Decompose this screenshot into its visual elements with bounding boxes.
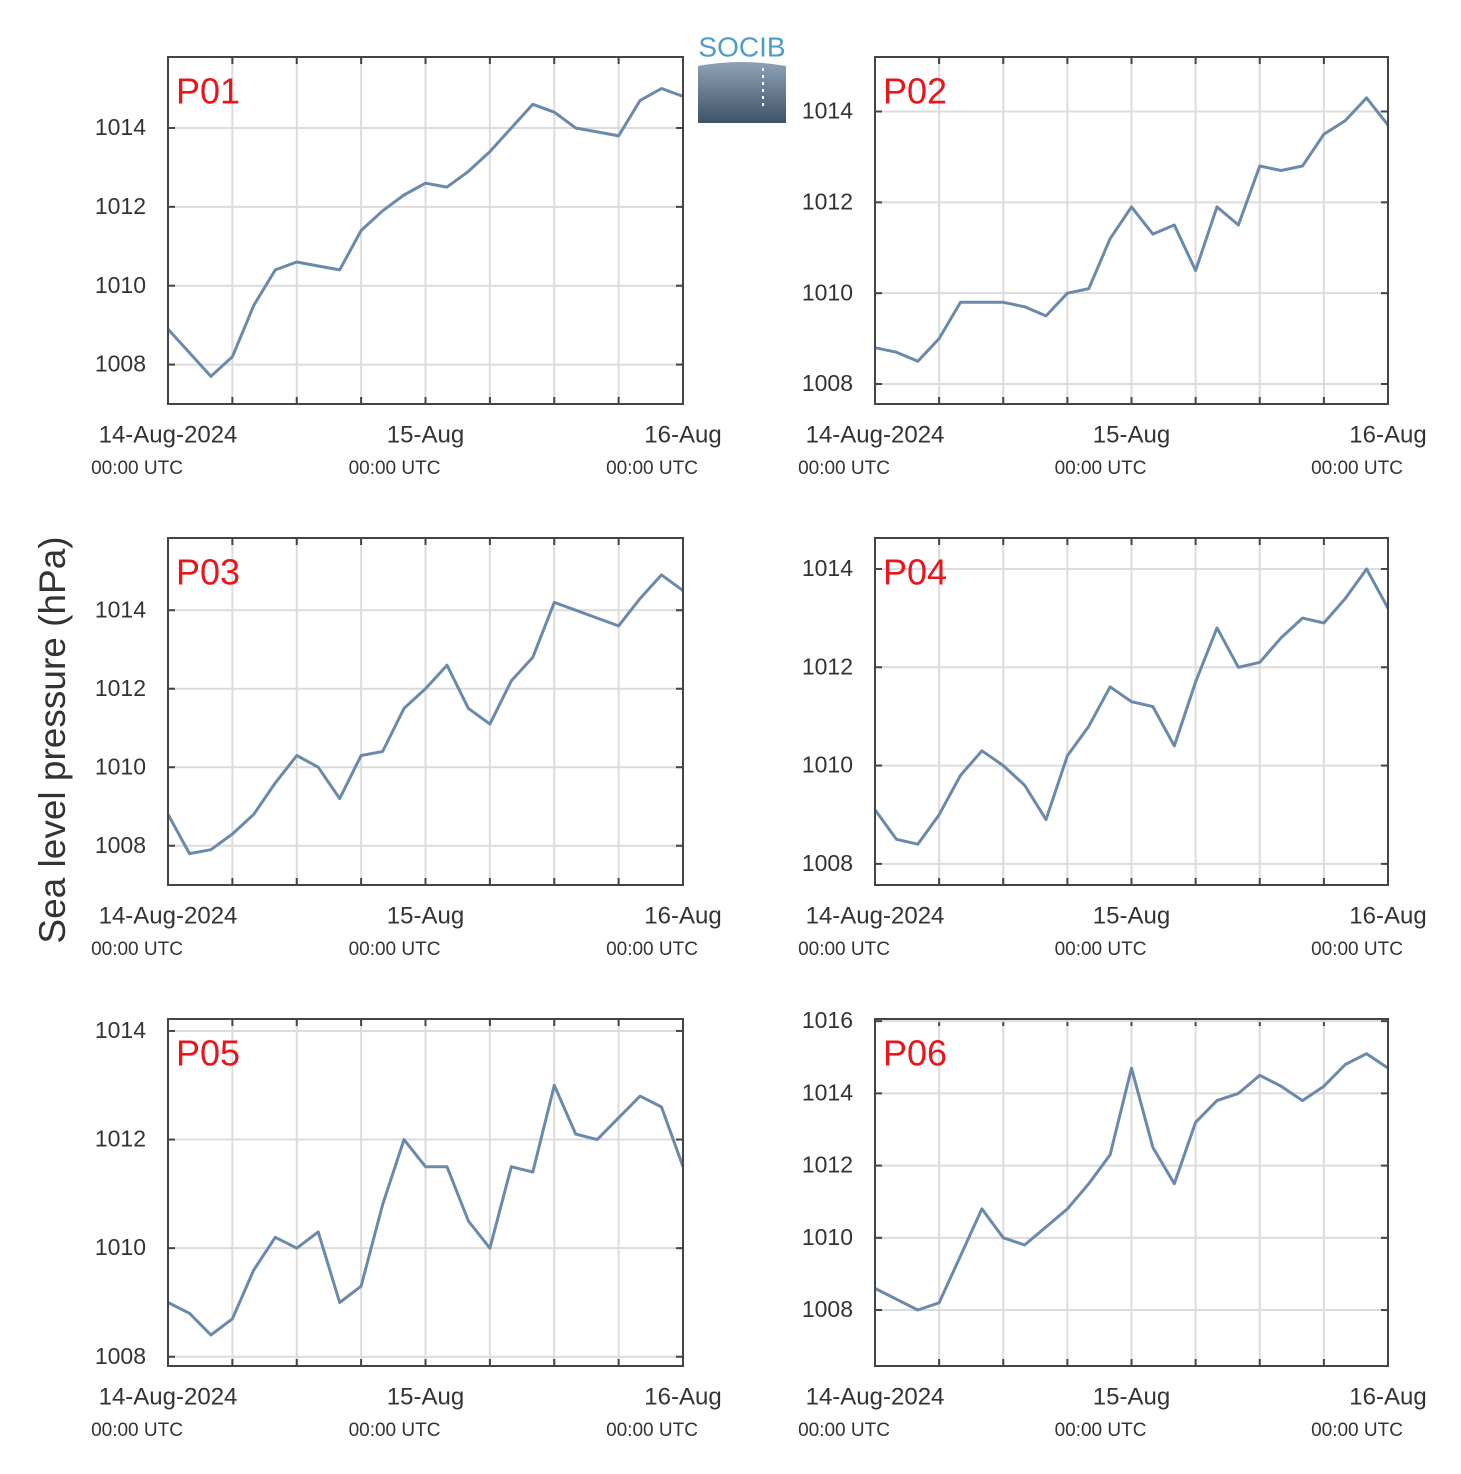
data-line — [167, 1083, 685, 1337]
subplot: 1008 1010 1012 1014 14-Aug-2024 00:00 UTC 15-A… — [91, 56, 722, 479]
x-tick-sublabel: 00:00 UTC — [1055, 458, 1147, 479]
x-tick-label: 15-Aug — [387, 421, 464, 448]
x-tick-sublabel: 00:00 UTC — [349, 939, 441, 960]
plot-frame — [874, 1018, 1389, 1367]
y-tick-label: 1014 — [95, 114, 146, 140]
x-tick-sublabel: 00:00 UTC — [606, 458, 698, 479]
x-tick-label: 16-Aug — [644, 1383, 721, 1410]
y-tick-label: 1014 — [95, 1017, 146, 1043]
x-tick-label: 15-Aug — [387, 1383, 464, 1410]
subplot-title: P04 — [883, 552, 947, 593]
y-tick-label: 1010 — [95, 272, 146, 298]
data-line — [873, 567, 1390, 846]
plot-frame — [167, 537, 684, 886]
x-tick-label: 16-Aug — [644, 421, 721, 448]
y-tick-label: 1010 — [95, 1234, 146, 1260]
y-tick-label: 1012 — [95, 193, 146, 219]
subplot-title: P01 — [176, 71, 240, 112]
x-tick-sublabel: 00:00 UTC — [606, 939, 698, 960]
x-tick-label: 14-Aug-2024 — [806, 902, 945, 929]
y-tick-label: 1012 — [802, 653, 853, 679]
x-tick-label: 14-Aug-2024 — [99, 421, 238, 448]
data-line — [166, 573, 684, 856]
y-tick-label: 1014 — [802, 555, 853, 581]
data-line — [874, 1052, 1389, 1312]
x-tick-sublabel: 00:00 UTC — [349, 1420, 441, 1441]
x-tick-sublabel: 00:00 UTC — [798, 939, 890, 960]
subplot: 1008 1010 1012 1014 14-Aug-2024 00:00 UTC 15-A… — [798, 537, 1427, 960]
y-tick-label: 1012 — [802, 188, 853, 214]
subplot: 1008 1010 1012 1014 14-Aug-2024 00:00 UTC 15-A… — [798, 56, 1427, 479]
x-tick-label: 15-Aug — [1093, 902, 1170, 929]
subplot: 1008 1010 1012 1014 14-Aug-2024 00:00 UTC 15-A… — [91, 537, 722, 960]
y-tick-label: 1008 — [95, 351, 146, 377]
subplot-title: P05 — [176, 1033, 240, 1074]
logo: SOCIB — [698, 31, 786, 123]
subplot-title: P06 — [883, 1033, 947, 1074]
x-tick-sublabel: 00:00 UTC — [91, 939, 183, 960]
y-tick-label: 1016 — [802, 1007, 853, 1033]
plot-frame — [874, 537, 1389, 886]
subplot-title: P03 — [176, 552, 240, 593]
subplot: 1008 1010 1012 1014 1016 14-Aug-2024 00:00 UTC… — [798, 1007, 1427, 1441]
x-tick-label: 14-Aug-2024 — [99, 902, 238, 929]
x-tick-sublabel: 00:00 UTC — [91, 458, 183, 479]
y-tick-label: 1014 — [95, 596, 146, 622]
x-tick-label: 16-Aug — [1349, 902, 1426, 929]
x-tick-sublabel: 00:00 UTC — [1311, 458, 1403, 479]
y-tick-label: 1012 — [95, 675, 146, 701]
x-tick-sublabel: 00:00 UTC — [1055, 1420, 1147, 1441]
y-tick-label: 1014 — [802, 98, 853, 124]
plot-frame — [167, 1018, 684, 1367]
y-tick-label: 1010 — [802, 279, 853, 305]
y-tick-label: 1010 — [802, 752, 853, 778]
x-tick-label: 14-Aug-2024 — [806, 421, 945, 448]
x-tick-sublabel: 00:00 UTC — [1311, 939, 1403, 960]
x-tick-label: 16-Aug — [644, 902, 721, 929]
plot-frame — [167, 56, 684, 405]
plot-frame — [874, 56, 1389, 405]
y-tick-label: 1008 — [95, 832, 146, 858]
logo-shape — [698, 62, 786, 123]
y-tick-label: 1008 — [802, 850, 853, 876]
y-tick-label: 1012 — [95, 1126, 146, 1152]
x-tick-sublabel: 00:00 UTC — [798, 1420, 890, 1441]
x-tick-sublabel: 00:00 UTC — [1311, 1420, 1403, 1441]
x-tick-sublabel: 00:00 UTC — [606, 1420, 698, 1441]
data-line — [874, 96, 1390, 363]
x-tick-label: 14-Aug-2024 — [806, 1383, 945, 1410]
y-tick-label: 1010 — [802, 1224, 853, 1250]
logo-text: SOCIB — [698, 31, 785, 62]
subplot: 1008 1010 1012 1014 14-Aug-2024 00:00 UTC 15-A… — [91, 1017, 722, 1441]
y-tick-label: 1008 — [95, 1343, 146, 1369]
x-tick-label: 15-Aug — [1093, 421, 1170, 448]
x-tick-label: 15-Aug — [1093, 1383, 1170, 1410]
x-tick-sublabel: 00:00 UTC — [1055, 939, 1147, 960]
y-tick-label: 1008 — [802, 370, 853, 396]
x-tick-sublabel: 00:00 UTC — [798, 458, 890, 479]
x-tick-label: 15-Aug — [387, 902, 464, 929]
x-tick-sublabel: 00:00 UTC — [91, 1420, 183, 1441]
subplot-title: P02 — [883, 71, 947, 112]
y-tick-label: 1012 — [802, 1152, 853, 1178]
x-tick-label: 14-Aug-2024 — [99, 1383, 238, 1410]
y-tick-label: 1010 — [95, 753, 146, 779]
data-line — [166, 87, 684, 378]
x-tick-label: 16-Aug — [1349, 1383, 1426, 1410]
y-tick-label: 1014 — [802, 1079, 853, 1105]
y-axis-label: Sea level pressure (hPa) — [32, 536, 73, 943]
x-tick-label: 16-Aug — [1349, 421, 1426, 448]
x-tick-sublabel: 00:00 UTC — [349, 458, 441, 479]
y-tick-label: 1008 — [802, 1296, 853, 1322]
